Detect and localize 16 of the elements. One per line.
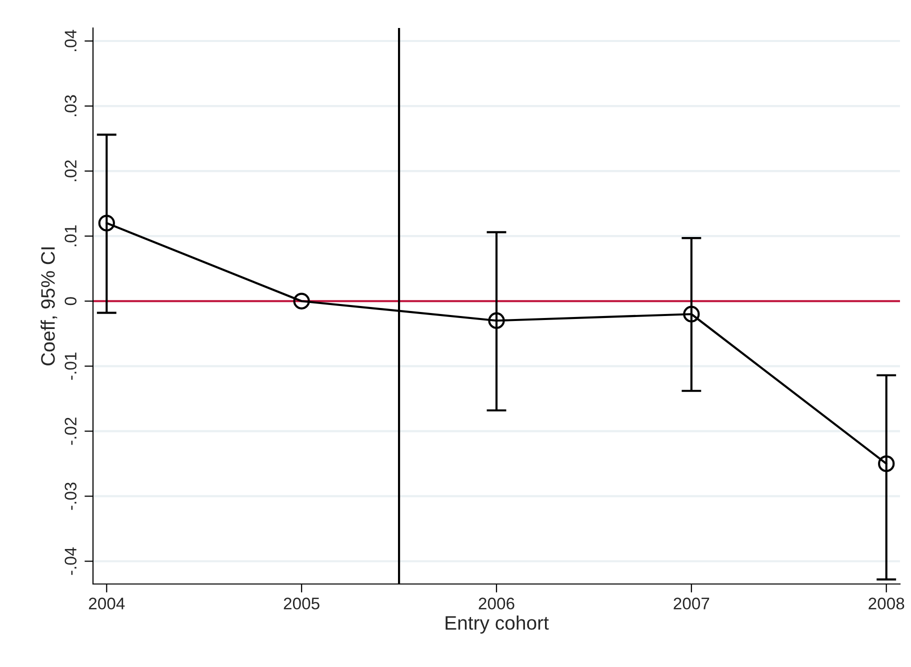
x-tick-label: 2004 <box>88 598 125 610</box>
y-tick-label: -.04 <box>64 547 77 575</box>
x-tick-label: 2008 <box>868 598 904 610</box>
y-axis-title: Coeff, 95% CI <box>40 247 58 366</box>
x-axis-title: Entry cohort <box>446 616 549 634</box>
y-tick-label: .02 <box>64 160 77 182</box>
y-tick-label: -.03 <box>64 482 77 510</box>
y-tick-label: 0 <box>64 297 77 306</box>
y-tick-label: .01 <box>64 225 77 246</box>
x-tick-label: 2005 <box>284 598 320 610</box>
y-tick-label: .04 <box>64 30 77 52</box>
x-tick-label: 2007 <box>674 598 710 610</box>
y-tick-label: -.02 <box>64 418 77 445</box>
x-tick-label: 2006 <box>478 598 514 610</box>
y-tick-label: .03 <box>64 95 77 116</box>
y-tick-label: -.01 <box>64 352 77 380</box>
